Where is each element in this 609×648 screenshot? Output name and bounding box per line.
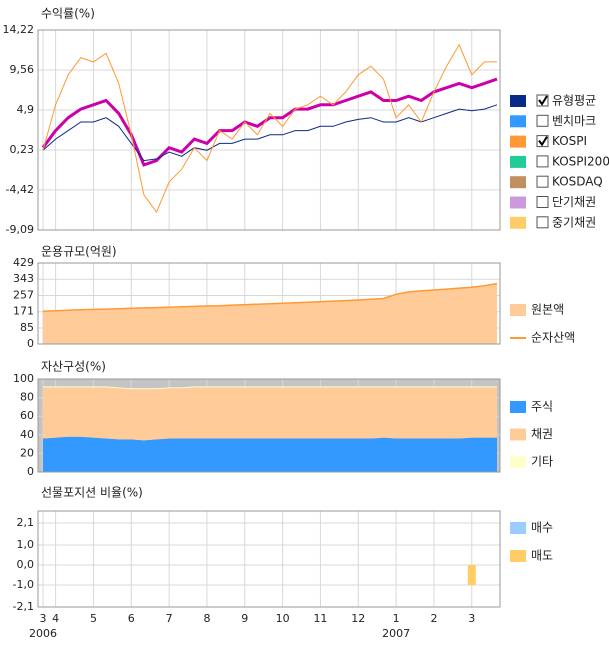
y-tick-label: 0 xyxy=(27,337,34,350)
x-tick-label: 1 xyxy=(393,612,400,625)
y-tick-label: 1,0 xyxy=(17,538,35,551)
chart-title: 자산구성(%) xyxy=(41,360,106,374)
line xyxy=(41,77,498,167)
y-tick-label: 85 xyxy=(20,321,34,334)
legend-checkbox[interactable] xyxy=(536,196,549,208)
legend-swatch xyxy=(510,176,526,189)
x-tick-label: 12 xyxy=(351,612,365,625)
legend-swatch xyxy=(510,401,526,413)
legend-swatch xyxy=(510,304,526,316)
plot-frame xyxy=(37,262,501,345)
area xyxy=(43,386,497,390)
y-tick-label: 80 xyxy=(20,391,34,404)
legend-label: 매도 xyxy=(531,549,553,563)
legend-label: 주식 xyxy=(531,400,553,414)
y-tick-label: 60 xyxy=(20,409,34,422)
x-tick-label: 11 xyxy=(313,612,327,625)
x-tick-label: 5 xyxy=(90,612,97,625)
chart-title: 수익률(%) xyxy=(41,7,95,21)
line xyxy=(42,282,498,313)
y-tick-label: 9,56 xyxy=(10,63,35,76)
legend-swatch xyxy=(510,95,526,107)
plot-area xyxy=(38,511,500,607)
y-tick-label: 0,0 xyxy=(17,558,35,571)
legend-label: 단기채권 xyxy=(552,195,596,209)
legend-swatch xyxy=(510,135,526,148)
x-year-label: 2007 xyxy=(382,627,410,640)
y-tick-label: -1,0 xyxy=(13,578,34,591)
y-tick-label: -2,1 xyxy=(13,600,34,613)
legend-label: 벤치마크 xyxy=(552,114,596,128)
legend-swatch xyxy=(510,522,526,534)
legend-swatch xyxy=(510,550,526,562)
plot-frame xyxy=(37,29,501,231)
legend-label: 중기채권 xyxy=(552,215,596,229)
y-tick-label: -4,42 xyxy=(6,183,34,196)
legend-label: KOSPI xyxy=(552,134,587,148)
legend-label: 채권 xyxy=(531,427,553,441)
line xyxy=(42,43,497,214)
x-tick-label: 3 xyxy=(468,612,475,625)
y-tick-label: 343 xyxy=(13,272,34,285)
legend-checkbox[interactable] xyxy=(536,216,549,229)
legend-label: 유형평균 xyxy=(552,94,596,108)
y-tick-label: 20 xyxy=(20,446,34,459)
y-tick-label: 40 xyxy=(20,428,34,441)
bar xyxy=(467,565,476,585)
legend-checkbox[interactable] xyxy=(536,175,549,188)
chart-title: 운용규모(억원) xyxy=(41,245,117,259)
x-tick-label: 2 xyxy=(430,612,437,625)
x-year-label: 2006 xyxy=(29,627,57,640)
x-tick-label: 7 xyxy=(166,612,173,625)
plot-frame xyxy=(37,378,501,473)
legend-checkbox[interactable] xyxy=(536,114,549,127)
legend-label: 매수 xyxy=(531,521,553,535)
y-tick-label: -9,09 xyxy=(6,223,34,236)
y-tick-label: 429 xyxy=(13,256,34,269)
legend-swatch xyxy=(510,196,526,209)
y-tick-label: 100 xyxy=(13,372,34,385)
legend-label: 순자산액 xyxy=(531,331,575,345)
area xyxy=(43,436,497,472)
legend-label: 기타 xyxy=(531,455,553,469)
y-tick-label: 14,22 xyxy=(3,23,35,36)
y-tick-label: 171 xyxy=(13,305,34,318)
x-tick-label: 4 xyxy=(52,612,59,625)
legend-swatch xyxy=(510,456,526,468)
x-tick-label: 8 xyxy=(203,612,210,625)
legend-label: KOSDAQ xyxy=(552,175,603,189)
legend-swatch xyxy=(510,216,526,229)
y-tick-label: 2,1 xyxy=(17,516,35,529)
legend-swatch xyxy=(510,155,526,168)
x-tick-label: 9 xyxy=(241,612,248,625)
y-tick-label: 0 xyxy=(27,465,34,478)
x-tick-label: 10 xyxy=(276,612,290,625)
y-tick-label: 0,23 xyxy=(10,143,35,156)
x-tick-label: 3 xyxy=(40,612,47,625)
check-mark xyxy=(538,136,548,147)
legend-swatch xyxy=(510,115,526,128)
y-tick-label: 4,9 xyxy=(17,103,35,116)
legend-label: 원본액 xyxy=(531,303,564,317)
legend-checkbox[interactable] xyxy=(536,94,549,107)
y-tick-label: 257 xyxy=(13,288,34,301)
plot-frame xyxy=(37,510,501,608)
plot-area xyxy=(38,30,500,230)
check-mark xyxy=(538,95,548,106)
area xyxy=(43,387,497,441)
legend-checkbox[interactable] xyxy=(536,155,549,168)
chart-title: 선물포지션 비율(%) xyxy=(41,486,143,500)
legend-swatch xyxy=(510,428,526,441)
x-tick-label: 6 xyxy=(128,612,135,625)
legend-label: KOSPI200 xyxy=(552,154,609,168)
legend-checkbox[interactable] xyxy=(536,135,549,148)
